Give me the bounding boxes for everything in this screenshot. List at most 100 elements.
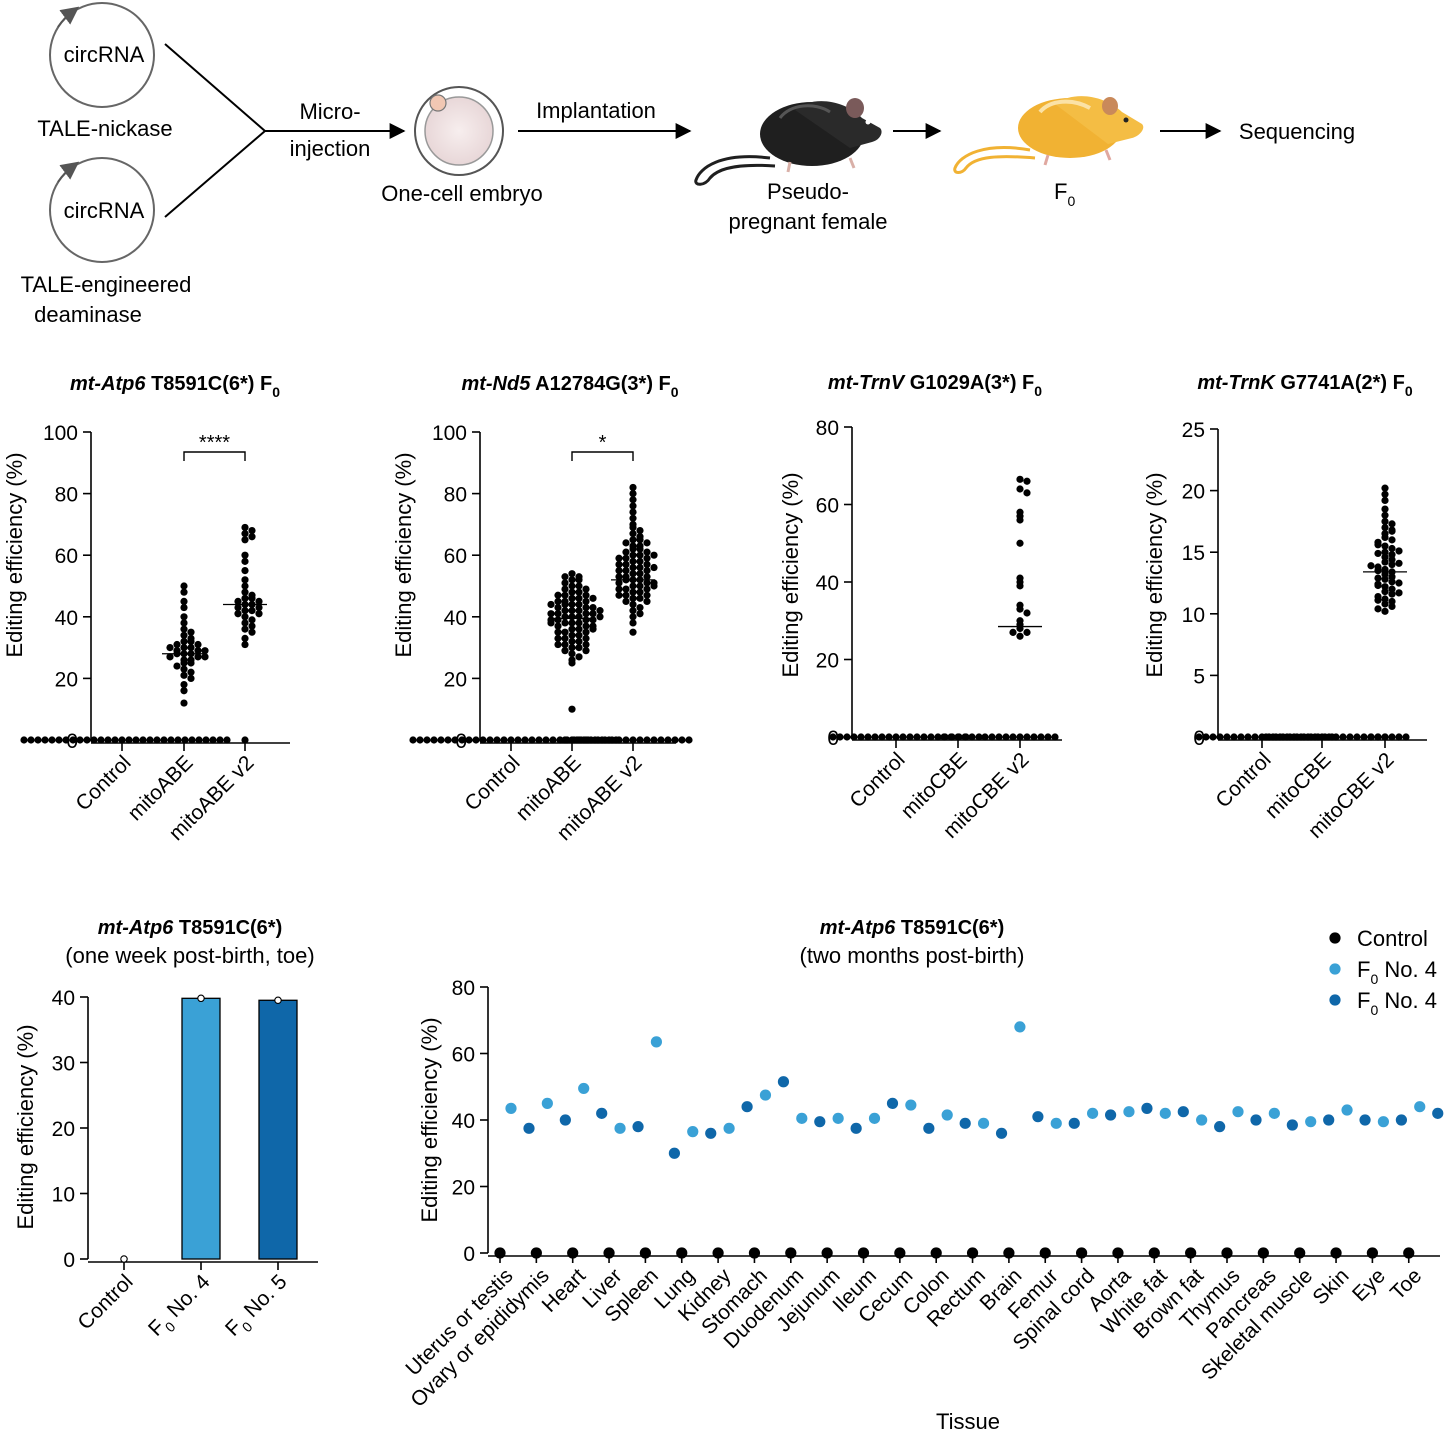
panel-subtitle: (one week post-birth, toe) <box>65 943 314 968</box>
data-point <box>241 613 249 621</box>
data-point <box>1002 733 1010 741</box>
data-point <box>629 736 637 744</box>
data-point <box>1262 733 1270 741</box>
legend-marker <box>1329 963 1341 975</box>
data-point <box>941 1109 953 1121</box>
data-point <box>180 613 188 621</box>
data-point <box>1230 733 1238 741</box>
data-point <box>622 554 630 562</box>
y-tick-label: 60 <box>816 495 839 518</box>
data-point <box>629 545 637 553</box>
data-point <box>829 733 837 741</box>
panel-subtitle: (two months post-birth) <box>800 943 1025 968</box>
circrna-deaminase: circRNA TALE-engineered deaminase <box>21 157 191 327</box>
data-point <box>622 585 630 593</box>
data-point <box>629 523 637 532</box>
data-point <box>589 625 597 633</box>
data-point <box>1283 733 1291 741</box>
data-point <box>650 563 658 572</box>
data-point <box>1381 542 1389 550</box>
data-point <box>255 610 263 618</box>
data-point <box>523 1122 535 1134</box>
data-point <box>643 573 651 581</box>
data-point <box>1250 1114 1262 1126</box>
y-tick-label: 10 <box>1182 604 1205 627</box>
converge-line-bottom <box>164 130 266 218</box>
bar <box>181 997 221 1260</box>
data-point <box>174 736 182 744</box>
bar <box>258 999 298 1260</box>
y-tick-label: 40 <box>55 607 78 630</box>
data-point <box>248 594 256 602</box>
data-point <box>636 563 644 572</box>
data-point <box>1432 1107 1444 1119</box>
data-point <box>636 603 644 612</box>
y-tick-label: 0 <box>463 1243 475 1266</box>
data-point <box>180 644 188 652</box>
y-tick-label: 40 <box>452 1110 475 1133</box>
data-point <box>1367 733 1375 741</box>
data-point <box>589 616 597 624</box>
bar-data-point <box>197 994 205 1003</box>
yellow-mouse-icon <box>953 96 1144 174</box>
x-category-label: Eye <box>1348 1264 1390 1306</box>
data-point <box>1030 733 1038 741</box>
data-point <box>582 622 590 630</box>
data-point <box>76 736 84 744</box>
data-point <box>596 607 604 615</box>
data-point <box>1381 733 1389 741</box>
data-point <box>1381 600 1389 608</box>
panel-title: mt-Atp6 T8591C(6*) F0 <box>70 373 280 400</box>
data-point <box>561 613 569 621</box>
data-point <box>561 600 569 609</box>
data-point <box>568 570 576 578</box>
data-point <box>561 585 569 593</box>
y-tick-label: 20 <box>55 668 78 691</box>
data-point <box>561 607 569 615</box>
data-point <box>561 619 569 627</box>
data-point <box>554 640 562 649</box>
data-point <box>650 551 658 559</box>
data-point <box>927 733 935 741</box>
data-point <box>629 588 637 596</box>
data-point <box>1395 559 1403 567</box>
data-point <box>568 631 576 639</box>
y-tick-label: 40 <box>816 572 839 595</box>
data-point <box>748 1247 761 1259</box>
data-point <box>547 610 555 618</box>
data-point <box>1037 733 1045 741</box>
panel-title: mt-Nd5 A12784G(3*) F0 <box>461 373 678 400</box>
data-point <box>1374 596 1382 604</box>
data-point <box>961 733 969 741</box>
data-point <box>850 733 858 741</box>
data-point <box>1374 581 1382 590</box>
panel-title: mt-TrnV G1029A(3*) F0 <box>828 372 1042 399</box>
x-axis-label: Tissue <box>936 1409 1000 1434</box>
data-point <box>1003 1247 1015 1259</box>
data-point <box>547 619 555 627</box>
data-point <box>554 591 562 599</box>
data-point <box>180 597 188 606</box>
data-point <box>578 1082 590 1095</box>
data-point <box>1381 570 1389 578</box>
panel-title: mt-Atp6 T8591C(6*) <box>98 917 282 939</box>
data-point <box>568 650 576 658</box>
data-point <box>1374 567 1382 575</box>
data-point <box>629 582 637 590</box>
data-point <box>643 548 651 556</box>
data-point <box>1366 1247 1378 1259</box>
data-point <box>622 539 630 547</box>
data-point <box>575 637 583 646</box>
data-point <box>556 736 564 744</box>
data-point <box>636 594 644 602</box>
data-point <box>530 1247 542 1259</box>
data-point <box>892 733 900 741</box>
data-point <box>554 610 562 618</box>
data-point <box>580 736 588 744</box>
data-point <box>1016 475 1024 483</box>
data-point <box>1221 1247 1233 1259</box>
data-point <box>1414 1101 1426 1113</box>
data-point <box>947 733 955 741</box>
